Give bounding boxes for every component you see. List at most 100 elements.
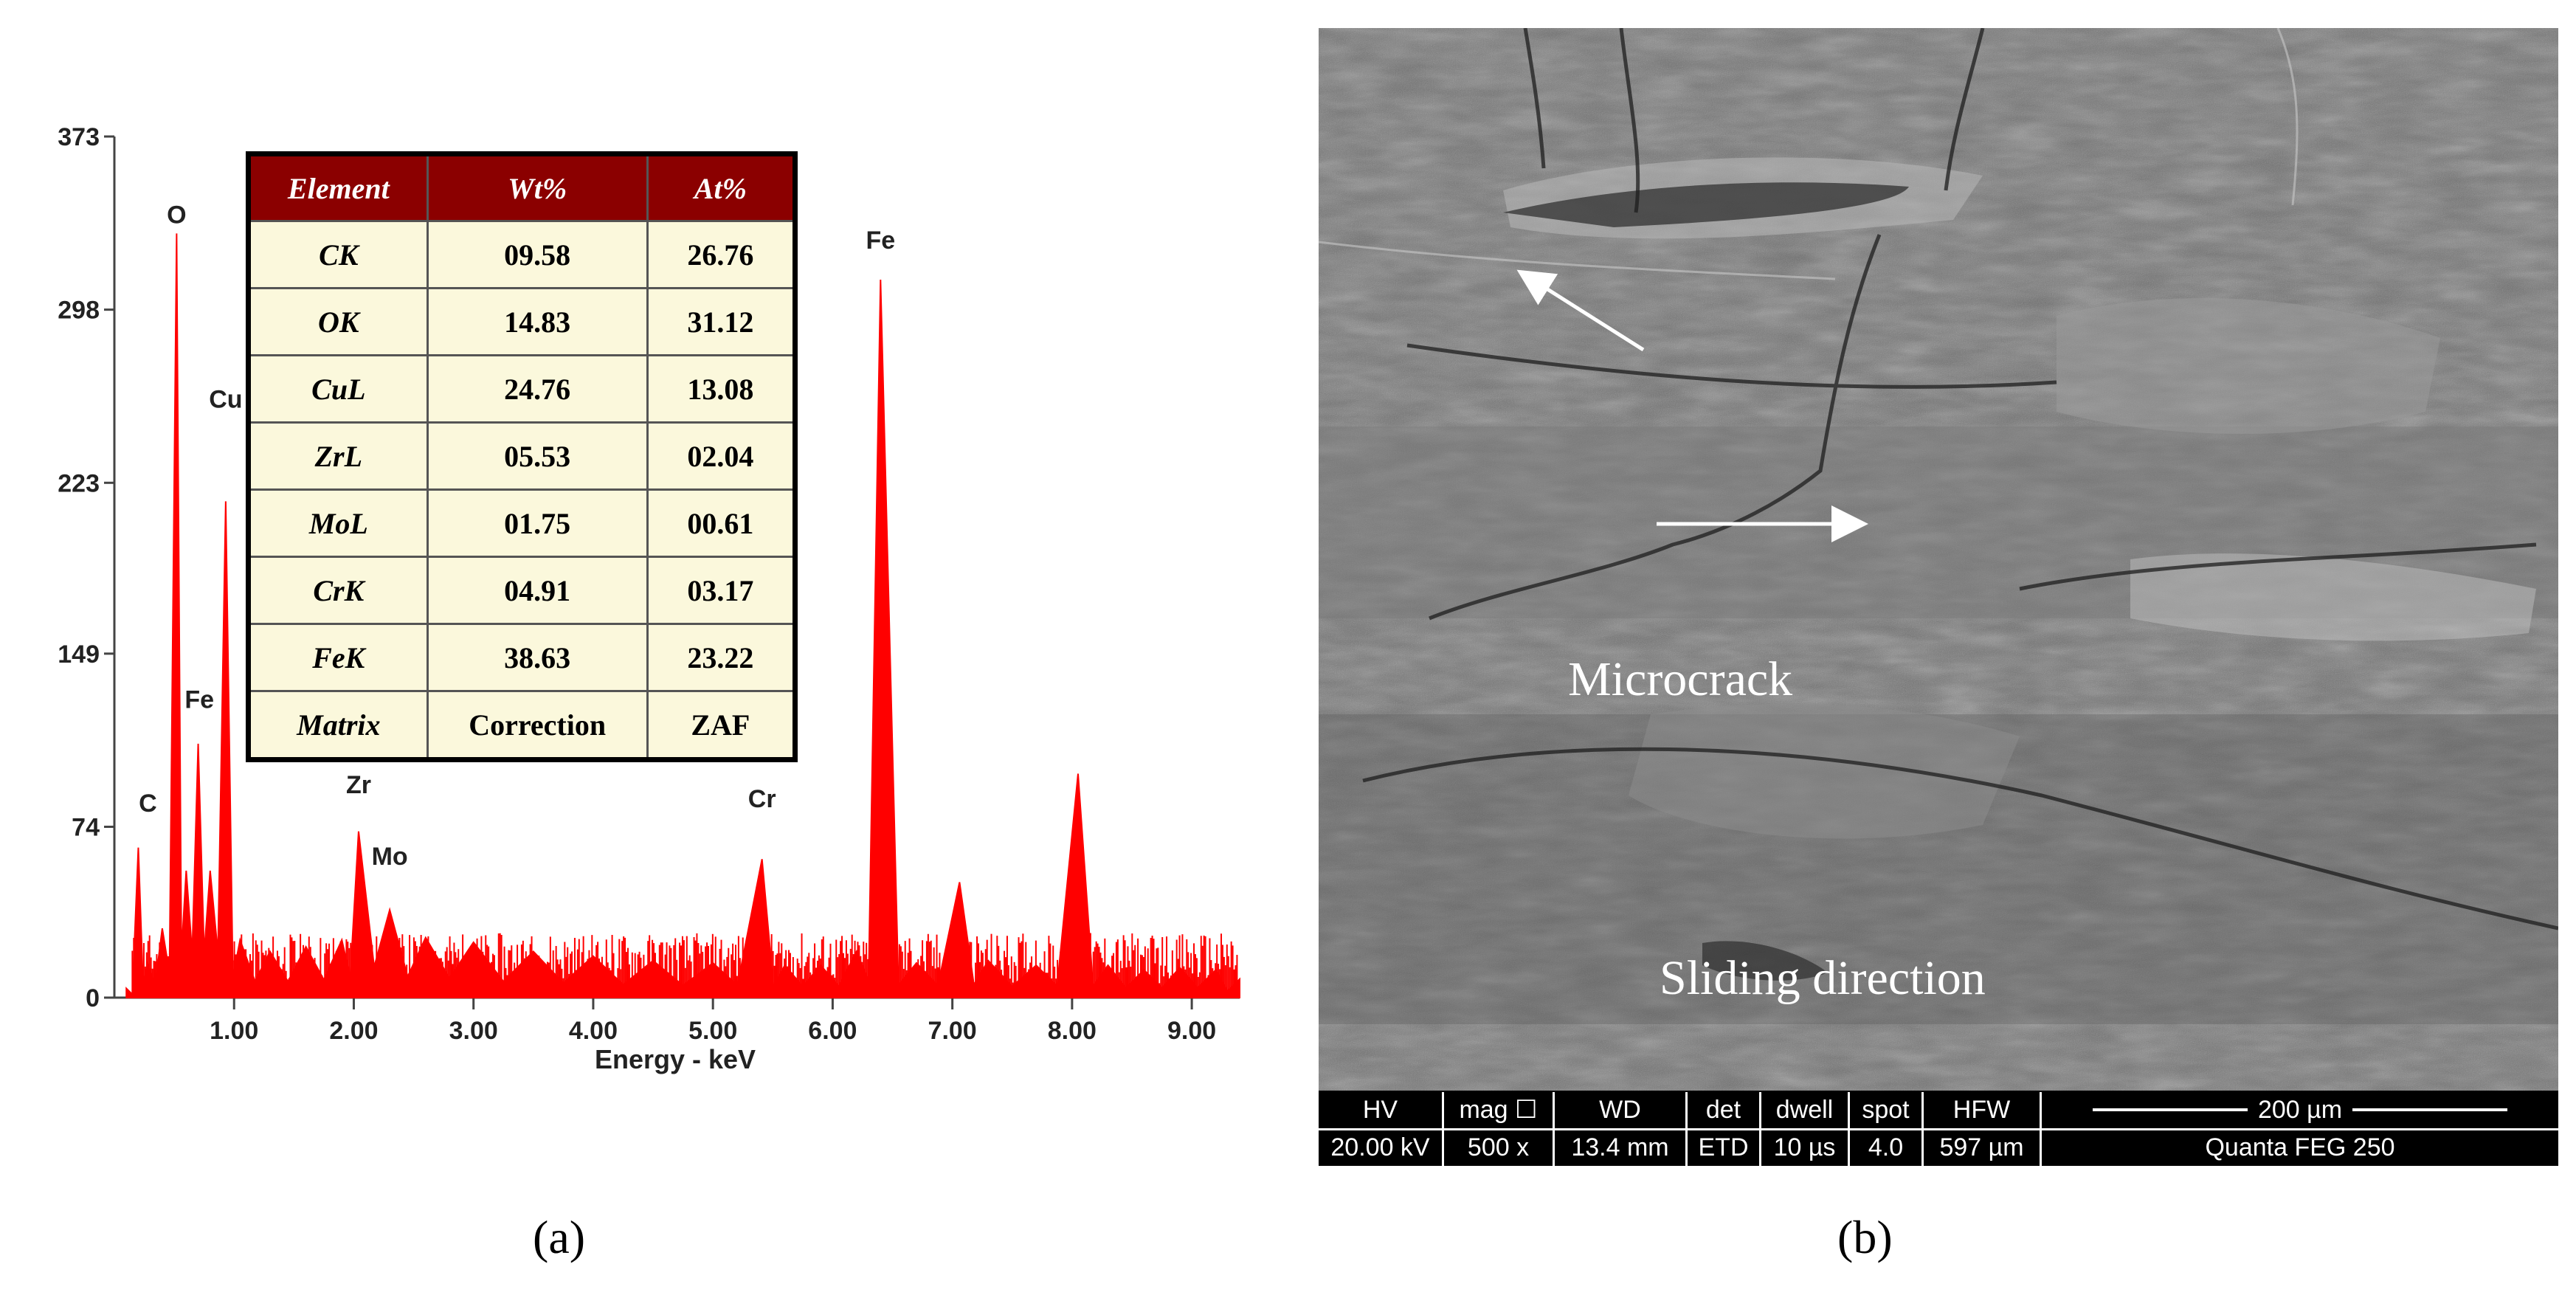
x-tick-label: 8.00 — [1048, 1017, 1097, 1045]
table-cell-wt: 38.63 — [426, 623, 649, 692]
info-dwell-value: 10 µs — [1773, 1133, 1836, 1162]
x-tick-label: 9.00 — [1167, 1017, 1216, 1045]
table-cell-element: CuL — [247, 354, 429, 424]
info-mag: mag ☐ 500 x — [1444, 1092, 1555, 1166]
peak-label: Cr — [748, 785, 776, 813]
table-row: Matrix Correction ZAF — [247, 690, 797, 761]
x-tick-label: 3.00 — [449, 1017, 498, 1045]
sem-micrograph: Microcrack Sliding direction HV 20.00 kV… — [1319, 28, 2558, 1166]
table-cell-wt: 01.75 — [426, 488, 649, 558]
info-dwell-label: dwell — [1761, 1092, 1848, 1130]
info-wd-value: 13.4 mm — [1571, 1133, 1669, 1162]
table-cell-at: 03.17 — [646, 556, 797, 625]
scale-bar: 200 µm — [2042, 1092, 2558, 1130]
table-row: CrK 04.91 03.17 — [247, 556, 797, 625]
table-header-at: At% — [646, 153, 797, 222]
table-row: ZrL 05.53 02.04 — [247, 421, 797, 491]
table-row: OK 14.83 31.12 — [247, 287, 797, 356]
table-cell-element: OK — [247, 287, 429, 356]
info-scale: 200 µm Quanta FEG 250 — [2042, 1092, 2558, 1166]
peak-label: Fe — [184, 686, 214, 714]
y-tick-label: 223 — [58, 469, 100, 497]
y-tick-label: 373 — [58, 123, 100, 151]
info-wd-label: WD — [1555, 1092, 1685, 1130]
peak-label: O — [167, 201, 186, 229]
info-mag-value: 500 x — [1467, 1133, 1530, 1162]
panel-label-a: (a) — [533, 1211, 586, 1263]
table-cell-wt: Correction — [426, 690, 649, 761]
info-hfw-value: 597 µm — [1939, 1133, 2024, 1162]
table-cell-element: ZrL — [247, 421, 429, 491]
info-det-value: ETD — [1698, 1133, 1749, 1162]
info-spot: spot 4.0 — [1850, 1092, 1924, 1166]
info-det: det ETD — [1688, 1092, 1761, 1166]
table-cell-at: 13.08 — [646, 354, 797, 424]
info-dwell: dwell 10 µs — [1761, 1092, 1850, 1166]
x-tick-label: 5.00 — [688, 1017, 737, 1045]
table-cell-at: 02.04 — [646, 421, 797, 491]
table-cell-element: CK — [247, 220, 429, 289]
info-wd: WD 13.4 mm — [1555, 1092, 1688, 1166]
info-mag-label: mag ☐ — [1444, 1092, 1553, 1130]
peak-label: C — [139, 790, 157, 818]
y-tick-label: 0 — [86, 984, 100, 1012]
spectrum-series — [125, 233, 1240, 998]
table-cell-at: ZAF — [646, 690, 797, 761]
table-cell-element: Matrix — [247, 690, 429, 761]
info-hv: HV 20.00 kV — [1319, 1092, 1444, 1166]
y-tick-label: 74 — [72, 813, 100, 841]
table-row: MoL 01.75 00.61 — [247, 488, 797, 558]
microcrack-arrow — [1516, 269, 1645, 352]
table-header-row: Element Wt% At% — [247, 153, 797, 222]
table-cell-element: MoL — [247, 488, 429, 558]
peak-label: Fe — [866, 227, 895, 255]
scale-bar-label: 200 µm — [2257, 1095, 2343, 1124]
peak-label: Zr — [346, 771, 371, 799]
table-cell-at: 26.76 — [646, 220, 797, 289]
y-tick-label: 298 — [58, 297, 100, 325]
x-tick-label: 1.00 — [210, 1017, 258, 1045]
table-row: CuL 24.76 13.08 — [247, 354, 797, 424]
x-axis-title: Energy - keV — [595, 1044, 756, 1074]
info-hv-label: HV — [1319, 1092, 1442, 1130]
scale-bar-line-right — [2352, 1108, 2508, 1112]
sliding-direction-label: Sliding direction — [1660, 951, 1986, 1005]
x-tick-label: 2.00 — [329, 1017, 378, 1045]
composition-table: Element Wt% At% CK 09.58 26.76 OK 14.83 … — [246, 151, 798, 762]
y-axis: 0 74 149 223 298 373 — [58, 123, 116, 1012]
peak-label: Mo — [372, 843, 408, 871]
table-cell-at: 23.22 — [646, 623, 797, 692]
sem-info-bar: HV 20.00 kV mag ☐ 500 x WD 13.4 mm det E… — [1319, 1092, 2558, 1166]
table-cell-wt: 04.91 — [426, 556, 649, 625]
microcrack-label: Microcrack — [1568, 652, 1793, 706]
table-row: FeK 38.63 23.22 — [247, 623, 797, 692]
table-header-element: Element — [247, 153, 429, 222]
table-cell-at: 00.61 — [646, 488, 797, 558]
info-spot-value: 4.0 — [1868, 1133, 1904, 1162]
table-header-wt: Wt% — [426, 153, 649, 222]
info-det-label: det — [1688, 1092, 1759, 1130]
table-cell-wt: 24.76 — [426, 354, 649, 424]
table-cell-at: 31.12 — [646, 287, 797, 356]
info-hv-value: 20.00 kV — [1330, 1133, 1430, 1162]
table-cell-wt: 05.53 — [426, 421, 649, 491]
table-cell-element: CrK — [247, 556, 429, 625]
peak-labels: O Cu Fe C Zr Mo Cr Fe — [139, 201, 895, 871]
peak-label: Cu — [209, 386, 242, 414]
info-hfw: HFW 597 µm — [1924, 1092, 2042, 1166]
x-axis: 1.00 2.00 3.00 4.00 5.00 6.00 7.00 8.00 9.00 — [114, 996, 1240, 1045]
table-cell-wt: 09.58 — [426, 220, 649, 289]
info-hfw-label: HFW — [1924, 1092, 2040, 1130]
table-cell-element: FeK — [247, 623, 429, 692]
info-spot-label: spot — [1850, 1092, 1921, 1130]
scale-bar-line-left — [2092, 1108, 2248, 1112]
eds-spectrum-chart: 0 74 149 223 298 373 1.00 2.00 3.00 4.00 5.00 6.00… — [58, 123, 1240, 1074]
x-tick-label: 4.00 — [569, 1017, 618, 1045]
table-row: CK 09.58 26.76 — [247, 220, 797, 289]
instrument-name: Quanta FEG 250 — [2205, 1133, 2395, 1162]
sem-image — [1319, 28, 2558, 1091]
x-tick-label: 6.00 — [808, 1017, 857, 1045]
panel-label-b: (b) — [1837, 1211, 1893, 1263]
y-tick-label: 149 — [58, 640, 100, 669]
x-tick-label: 7.00 — [928, 1017, 977, 1045]
